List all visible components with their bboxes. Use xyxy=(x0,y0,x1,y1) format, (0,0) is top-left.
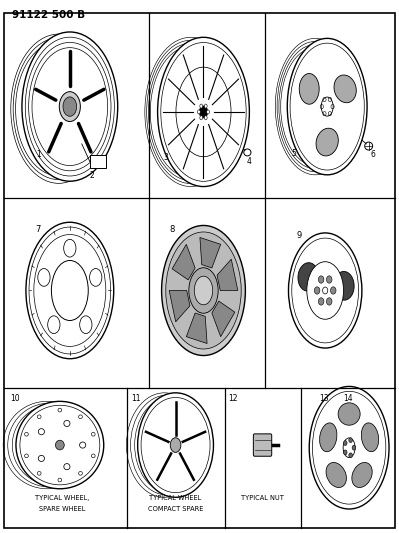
Circle shape xyxy=(349,453,352,458)
Text: 11: 11 xyxy=(131,394,140,403)
Text: 14: 14 xyxy=(343,394,353,403)
Ellipse shape xyxy=(38,455,44,462)
Ellipse shape xyxy=(170,438,181,453)
Ellipse shape xyxy=(338,403,360,425)
Polygon shape xyxy=(90,155,106,168)
Polygon shape xyxy=(200,238,221,268)
Text: SPARE WHEEL: SPARE WHEEL xyxy=(39,506,85,512)
Polygon shape xyxy=(186,313,207,343)
Ellipse shape xyxy=(79,415,82,418)
Polygon shape xyxy=(217,259,238,290)
Ellipse shape xyxy=(244,149,251,156)
Ellipse shape xyxy=(352,463,372,488)
Ellipse shape xyxy=(189,268,218,313)
Ellipse shape xyxy=(204,116,207,120)
Ellipse shape xyxy=(316,128,338,156)
Ellipse shape xyxy=(194,276,213,305)
Ellipse shape xyxy=(138,393,213,497)
Ellipse shape xyxy=(200,116,203,120)
Ellipse shape xyxy=(79,472,82,475)
Ellipse shape xyxy=(200,106,207,118)
Ellipse shape xyxy=(299,74,319,104)
Ellipse shape xyxy=(91,432,95,436)
Ellipse shape xyxy=(64,421,70,426)
Ellipse shape xyxy=(200,104,203,108)
Ellipse shape xyxy=(51,261,88,320)
Text: 12: 12 xyxy=(228,394,238,403)
Ellipse shape xyxy=(334,75,356,103)
Ellipse shape xyxy=(89,269,102,286)
Ellipse shape xyxy=(207,110,209,114)
Text: 6: 6 xyxy=(370,150,375,159)
Circle shape xyxy=(344,441,347,446)
Ellipse shape xyxy=(64,239,76,257)
Ellipse shape xyxy=(307,262,344,319)
Text: 4: 4 xyxy=(247,157,251,166)
Text: 9: 9 xyxy=(296,231,302,240)
Ellipse shape xyxy=(58,408,62,412)
Ellipse shape xyxy=(25,454,28,458)
Ellipse shape xyxy=(343,438,355,457)
Ellipse shape xyxy=(204,104,207,108)
Polygon shape xyxy=(172,244,195,280)
Circle shape xyxy=(318,276,324,283)
Ellipse shape xyxy=(334,271,354,300)
Text: 3: 3 xyxy=(163,153,168,162)
Ellipse shape xyxy=(16,401,104,489)
Circle shape xyxy=(330,287,336,294)
Circle shape xyxy=(344,450,347,455)
FancyBboxPatch shape xyxy=(253,434,272,456)
Ellipse shape xyxy=(64,464,70,470)
Circle shape xyxy=(314,287,320,294)
Ellipse shape xyxy=(320,423,337,451)
Circle shape xyxy=(326,298,332,305)
Circle shape xyxy=(323,287,328,294)
Ellipse shape xyxy=(63,97,77,116)
Ellipse shape xyxy=(288,233,362,348)
Text: 13: 13 xyxy=(319,394,329,403)
Ellipse shape xyxy=(321,97,333,116)
Text: 10: 10 xyxy=(10,394,20,403)
Text: COMPACT SPARE: COMPACT SPARE xyxy=(148,506,203,512)
Text: 91122 500 B: 91122 500 B xyxy=(12,10,85,20)
Ellipse shape xyxy=(55,440,64,450)
Ellipse shape xyxy=(298,263,318,291)
Polygon shape xyxy=(212,301,235,337)
Ellipse shape xyxy=(287,38,367,175)
Ellipse shape xyxy=(309,386,389,509)
Ellipse shape xyxy=(361,423,379,451)
Text: TYPICAL WHEEL: TYPICAL WHEEL xyxy=(150,495,201,501)
Ellipse shape xyxy=(58,478,62,482)
Ellipse shape xyxy=(198,110,200,114)
Ellipse shape xyxy=(38,429,44,435)
Ellipse shape xyxy=(80,316,92,334)
Text: TYPICAL NUT: TYPICAL NUT xyxy=(241,495,284,501)
Ellipse shape xyxy=(79,442,86,448)
Ellipse shape xyxy=(162,225,245,356)
Ellipse shape xyxy=(38,472,41,475)
Ellipse shape xyxy=(48,316,60,334)
Ellipse shape xyxy=(59,92,80,122)
Ellipse shape xyxy=(26,222,114,359)
Ellipse shape xyxy=(326,463,346,488)
Ellipse shape xyxy=(365,142,373,150)
Text: 1: 1 xyxy=(36,150,41,159)
Ellipse shape xyxy=(38,269,50,286)
Ellipse shape xyxy=(38,415,41,418)
Ellipse shape xyxy=(22,32,118,181)
Circle shape xyxy=(349,438,352,442)
Text: 8: 8 xyxy=(169,225,174,235)
Text: 7: 7 xyxy=(35,225,41,235)
Ellipse shape xyxy=(158,37,249,187)
Text: 2: 2 xyxy=(89,171,94,180)
Ellipse shape xyxy=(91,454,95,458)
Text: 5: 5 xyxy=(292,149,296,158)
Polygon shape xyxy=(169,290,190,322)
Ellipse shape xyxy=(166,232,241,349)
Circle shape xyxy=(326,276,332,283)
Ellipse shape xyxy=(25,432,28,436)
Circle shape xyxy=(318,298,324,305)
Text: TYPICAL WHEEL,: TYPICAL WHEEL, xyxy=(35,495,89,501)
Circle shape xyxy=(352,446,356,450)
